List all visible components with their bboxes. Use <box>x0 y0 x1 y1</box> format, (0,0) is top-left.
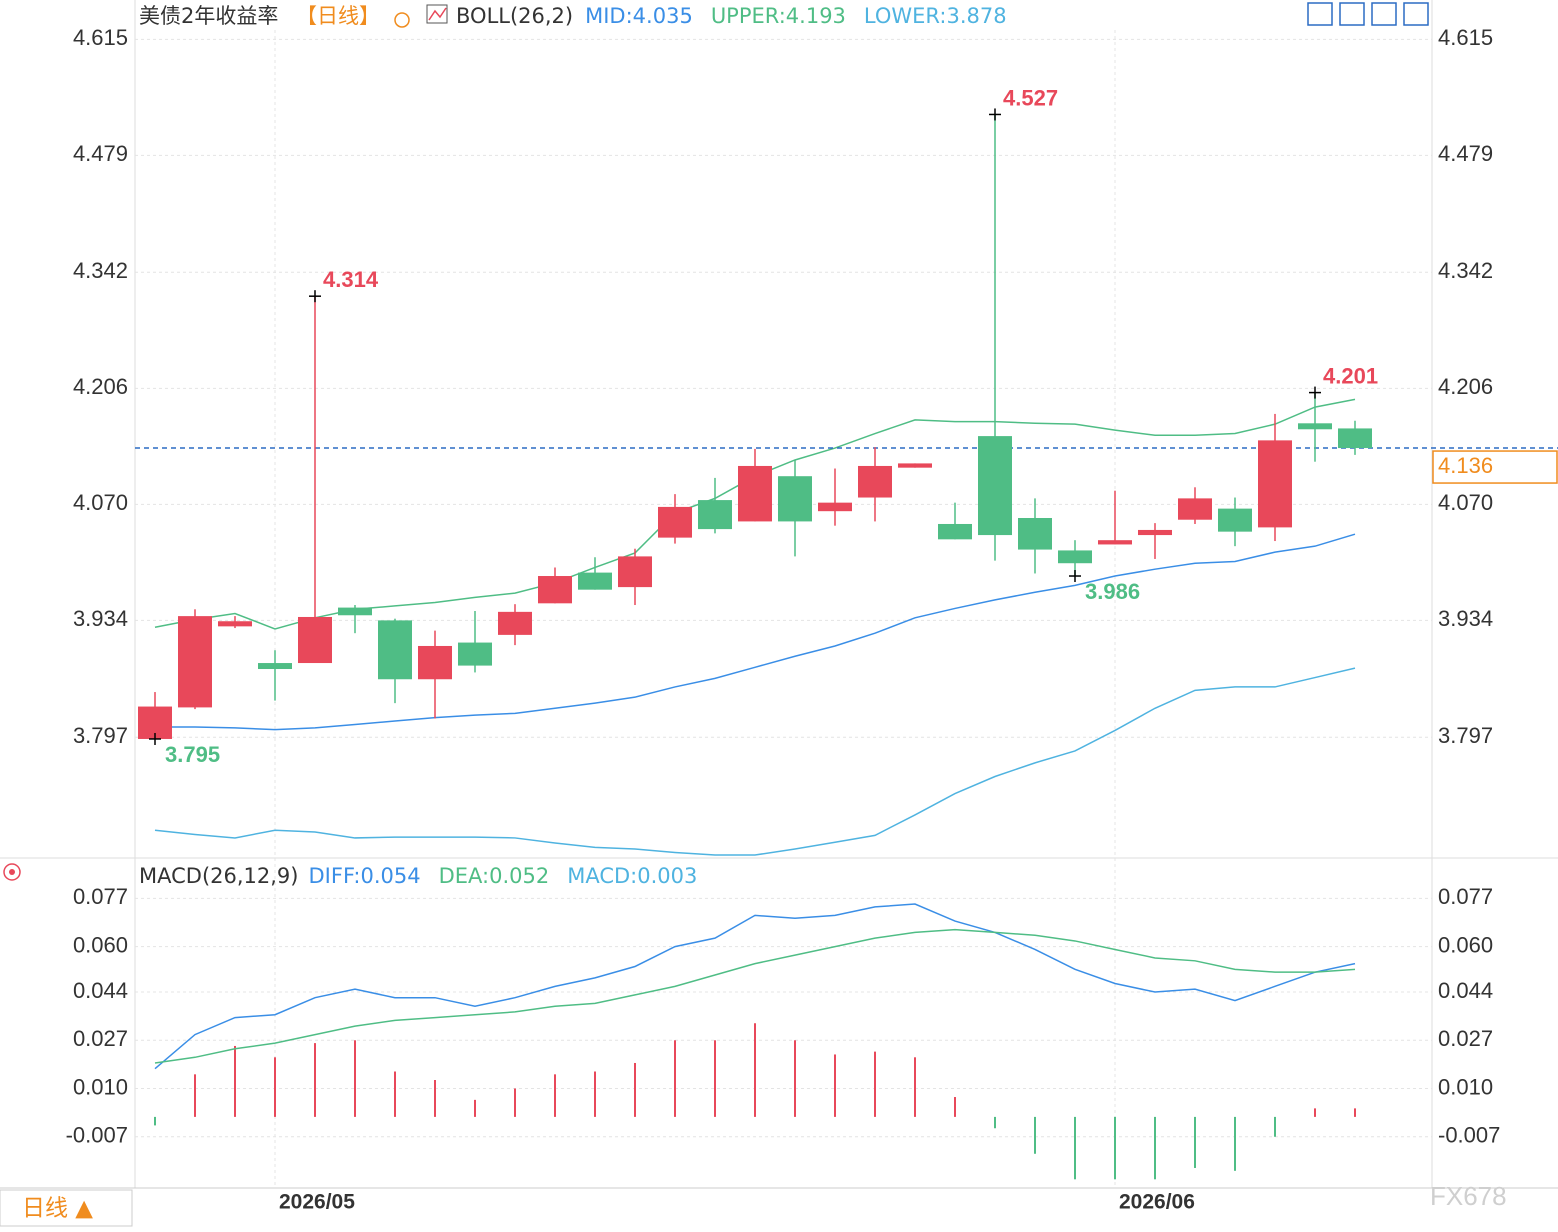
candle-body <box>1018 518 1052 550</box>
candle-body <box>1098 540 1132 545</box>
y-tick-label: 0.060 <box>73 932 128 957</box>
x-tick-label: 2026/06 <box>1119 1191 1195 1214</box>
legend-entry: LOWER:3.878 <box>864 4 1007 28</box>
toolbar-button[interactable] <box>1339 2 1365 26</box>
candle-body <box>778 476 812 522</box>
price-tag <box>1432 450 1558 484</box>
y-tick-label: 4.070 <box>73 490 128 515</box>
high-label: 4.201 <box>1323 363 1378 388</box>
macd-icon-dot <box>9 869 15 875</box>
candle-body <box>1178 498 1212 520</box>
chart-title: 美债2年收益率 <box>139 4 278 28</box>
candle-body <box>498 611 532 635</box>
legend-entry: UPPER:4.193 <box>711 4 846 28</box>
boll-indicator: BOLL(26,2) <box>456 4 573 28</box>
candle-body <box>978 436 1012 536</box>
y-tick-label: 4.479 <box>73 141 128 166</box>
legend-entry: DEA:0.052 <box>439 864 550 888</box>
y-tick-label-right: 4.070 <box>1438 490 1493 515</box>
candle-body <box>658 506 692 538</box>
y-tick-label-right: 3.797 <box>1438 723 1493 748</box>
period-button-label[interactable]: 日线 ▲ <box>22 1196 93 1222</box>
high-label: 4.314 <box>323 267 379 292</box>
legend-entry: DIFF:0.054 <box>309 864 421 888</box>
candle-body <box>1218 508 1252 532</box>
toolbar-button[interactable] <box>1307 2 1333 26</box>
indicator-icon[interactable] <box>426 4 448 24</box>
y-tick-label: 3.797 <box>73 723 128 748</box>
legend-entry: MID:4.035 <box>585 4 693 28</box>
y-tick-label: 0.077 <box>73 884 128 909</box>
candle-body <box>1138 529 1172 536</box>
candle-body <box>258 663 292 670</box>
candle-body <box>218 621 252 627</box>
candle-body <box>578 572 612 590</box>
indicator-icon-line <box>428 7 447 21</box>
boll-line <box>155 533 1356 731</box>
candle-body <box>618 556 652 588</box>
toolbar-button[interactable] <box>1403 2 1429 26</box>
macd-line <box>154 903 1356 1070</box>
period-button[interactable] <box>0 1189 133 1227</box>
boll-line <box>154 667 1356 856</box>
low-label: 3.986 <box>1085 579 1140 604</box>
candle-body <box>738 465 772 522</box>
candle-body <box>1338 428 1372 449</box>
y-tick-label-right: 4.615 <box>1438 25 1493 50</box>
candle-body <box>178 616 212 708</box>
settings-icon[interactable] <box>394 12 410 28</box>
candle-body <box>1058 550 1092 564</box>
price-tag-label: 4.136 <box>1438 453 1493 478</box>
y-tick-label: 0.044 <box>73 978 128 1003</box>
candle-body <box>858 465 892 498</box>
candle-body <box>818 502 852 512</box>
candle-body <box>378 620 412 680</box>
y-tick-label-right: 0.060 <box>1438 932 1493 957</box>
candle-body <box>698 500 732 530</box>
candle-body <box>898 463 932 468</box>
y-tick-label-right: 4.206 <box>1438 374 1493 399</box>
toolbar-button[interactable] <box>1371 2 1397 26</box>
high-label: 4.527 <box>1003 85 1058 110</box>
y-tick-label-right: 3.934 <box>1438 606 1493 631</box>
candle-body <box>458 642 492 666</box>
y-tick-label-right: 0.044 <box>1438 978 1493 1003</box>
candle-body <box>338 607 372 616</box>
legend-entry: MACD:0.003 <box>567 864 697 888</box>
y-tick-label: 3.934 <box>73 606 128 631</box>
candle-body <box>1298 423 1332 430</box>
y-tick-label-right: 4.479 <box>1438 141 1493 166</box>
macd-line <box>154 928 1356 1064</box>
y-tick-label-right: 0.027 <box>1438 1026 1493 1051</box>
header: 美债2年收益率 【日线】 BOLL(26,2) MACD(26,12,9) <box>3 4 573 888</box>
y-tick-label: 4.342 <box>73 258 128 283</box>
period-label: 【日线】 <box>296 4 380 28</box>
macd-indicator: MACD(26,12,9) <box>139 864 299 888</box>
y-tick-label: -0.007 <box>66 1123 128 1148</box>
watermark: FX678 <box>1430 1181 1507 1211</box>
y-tick-label-right: 0.077 <box>1438 884 1493 909</box>
y-tick-label: 0.027 <box>73 1026 128 1051</box>
x-tick-label: 2026/05 <box>279 1191 355 1214</box>
candle-body <box>538 576 572 604</box>
candle-body <box>1258 440 1292 528</box>
candle-body <box>938 523 972 540</box>
y-tick-label: 4.615 <box>73 25 128 50</box>
macd-icon[interactable] <box>3 863 21 881</box>
y-tick-label: 0.010 <box>73 1074 128 1099</box>
y-tick-label: 4.206 <box>73 374 128 399</box>
y-tick-label-right: 4.342 <box>1438 258 1493 283</box>
y-tick-label-right: 0.010 <box>1438 1074 1493 1099</box>
toolbar <box>1307 2 1429 26</box>
y-tick-label-right: -0.007 <box>1438 1123 1500 1148</box>
low-label: 3.795 <box>165 742 220 767</box>
candle-body <box>418 645 452 680</box>
candle-body <box>298 616 332 664</box>
